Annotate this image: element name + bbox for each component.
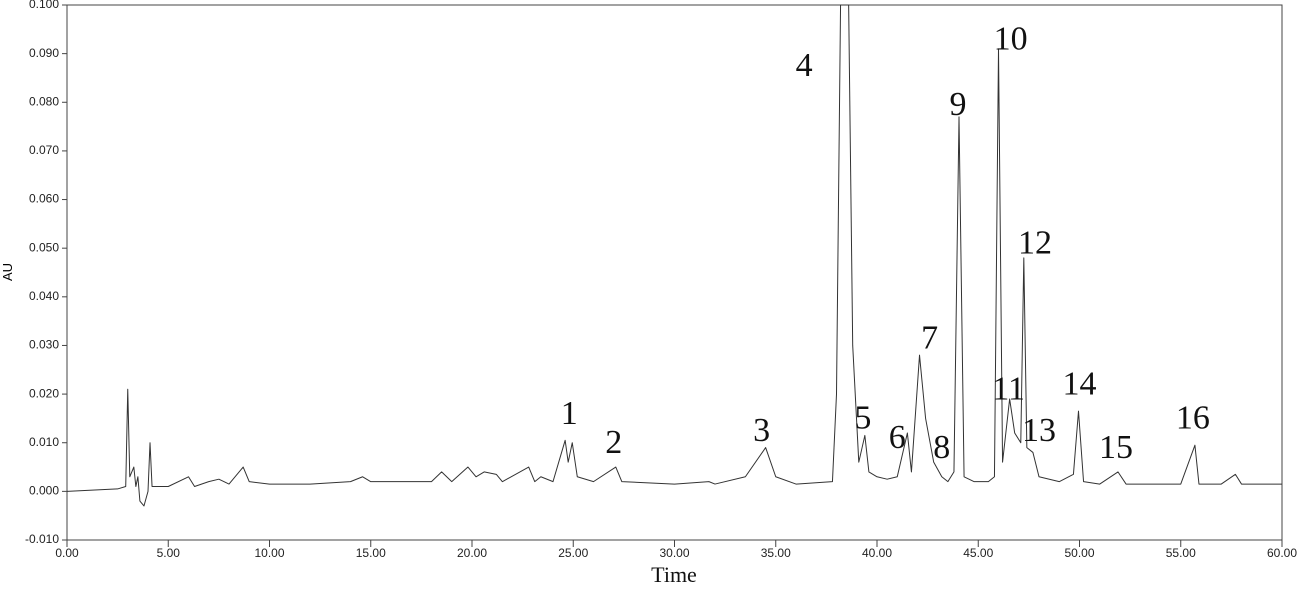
x-tick-label: 5.00 xyxy=(157,546,181,560)
x-tick-label: 15.00 xyxy=(356,546,386,560)
y-tick-label: 0.020 xyxy=(29,386,59,400)
x-tick-label: 0.00 xyxy=(55,546,79,560)
x-tick-label: 10.00 xyxy=(254,546,284,560)
peak-label: 7 xyxy=(921,319,938,356)
peak-label: 15 xyxy=(1099,429,1133,466)
peak-label: 12 xyxy=(1018,225,1052,262)
x-tick-label: 25.00 xyxy=(558,546,588,560)
peak-label: 13 xyxy=(1022,412,1056,449)
x-tick-label: 45.00 xyxy=(963,546,993,560)
peak-label: 6 xyxy=(889,419,906,456)
peak-label: 5 xyxy=(854,400,871,437)
x-tick-label: 50.00 xyxy=(1064,546,1094,560)
y-tick-label: 0.100 xyxy=(29,0,59,11)
x-tick-label: 55.00 xyxy=(1166,546,1196,560)
peak-label: 4 xyxy=(796,47,813,84)
peak-label: 8 xyxy=(933,429,950,466)
trace-line xyxy=(66,4,1282,507)
y-tick-label: 0.070 xyxy=(29,143,59,157)
y-tick-label: 0.000 xyxy=(29,484,59,498)
y-tick-label: -0.010 xyxy=(25,532,59,546)
x-tick-label: 20.00 xyxy=(457,546,487,560)
y-tick-label: 0.010 xyxy=(29,435,59,449)
peak-label: 10 xyxy=(994,20,1028,57)
x-tick-label: 60.00 xyxy=(1267,546,1297,560)
peak-label: 14 xyxy=(1063,366,1097,403)
y-tick-label: 0.040 xyxy=(29,289,59,303)
y-axis-label: AU xyxy=(0,263,15,281)
x-tick-label: 35.00 xyxy=(761,546,791,560)
x-axis-label: Time xyxy=(651,562,697,587)
y-tick-label: 0.090 xyxy=(29,46,59,60)
peak-label: 11 xyxy=(992,370,1025,407)
peak-label: 9 xyxy=(950,86,967,123)
y-tick-label: 0.030 xyxy=(29,338,59,352)
x-tick-label: 40.00 xyxy=(862,546,892,560)
peak-label: 2 xyxy=(605,424,622,461)
peak-label: 16 xyxy=(1176,400,1210,437)
peak-label: 3 xyxy=(753,412,770,449)
x-tick-label: 30.00 xyxy=(659,546,689,560)
y-tick-label: 0.060 xyxy=(29,192,59,206)
peak-label: 1 xyxy=(561,395,578,432)
y-tick-label: 0.080 xyxy=(29,94,59,108)
y-tick-label: 0.050 xyxy=(29,240,59,254)
